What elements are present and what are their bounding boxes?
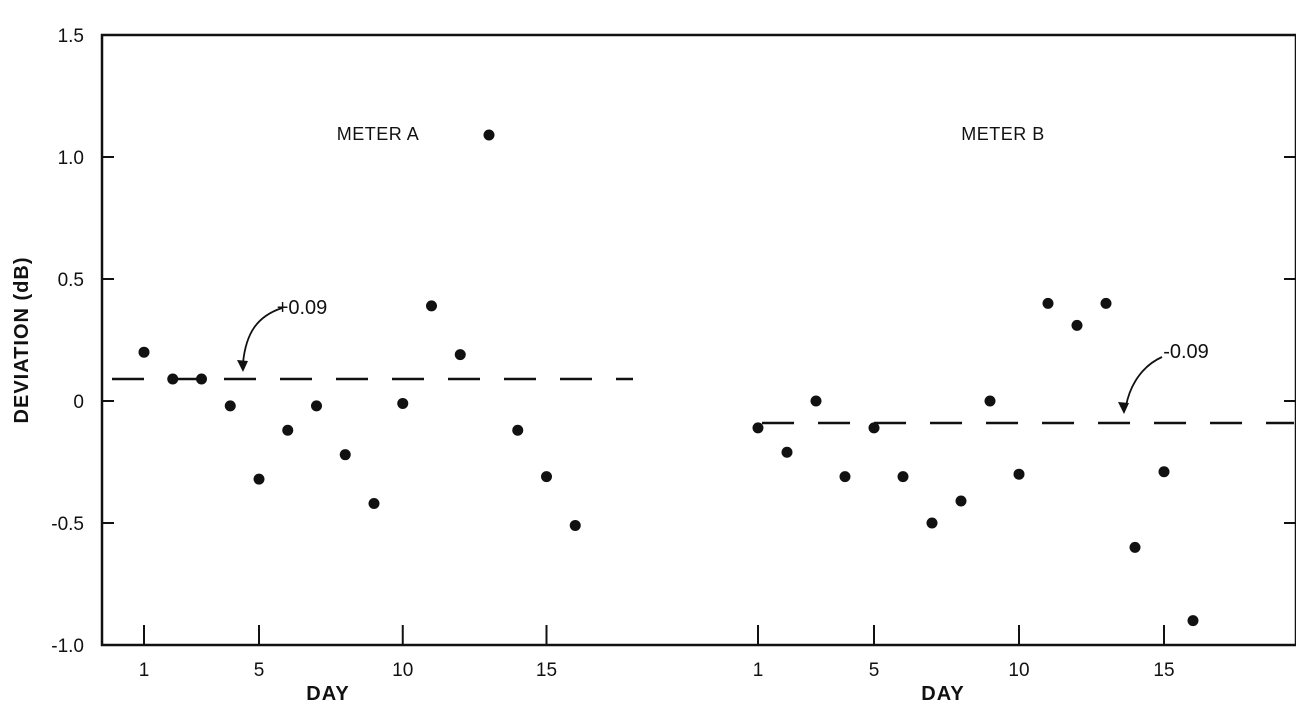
data-point [810,395,822,407]
y-tick-label: 0 [73,392,84,413]
data-point [483,129,495,141]
data-point [282,424,294,436]
data-point [339,449,351,461]
x-tick-label: 10 [392,660,413,681]
y-tick-label: 1.5 [58,26,84,47]
data-point [955,495,967,507]
plot-frame [100,33,1296,647]
data-point [868,422,880,434]
data-point [1100,297,1112,309]
x-tick-label: 10 [1008,660,1029,681]
x-axis-label: DAY [921,683,964,705]
mean-label: +0.09 [277,297,328,319]
data-point [454,349,466,361]
mean-arrow [1125,356,1163,407]
data-point [541,471,552,483]
meter-panels: METER A +0.09 METER B -0.09 [112,124,1294,627]
data-point [839,471,851,483]
panel-title: METER A [337,124,420,144]
data-point [1071,319,1083,331]
data-point [397,397,409,409]
data-point [897,471,909,483]
data-point [368,497,380,509]
x-tick-label: 15 [1153,660,1174,681]
x-axis-label: DAY [306,683,349,705]
y-tick-label: -0.5 [51,514,84,535]
panel-title: METER B [961,124,1045,144]
arrowhead [1118,402,1129,414]
data-point [752,422,764,434]
data-point [426,300,437,312]
data-point [512,424,524,436]
y-tick-label: 1.0 [58,148,84,169]
data-point [984,395,996,407]
data-point [781,446,793,458]
data-point [196,373,207,385]
x-tick-label: 1 [753,660,764,681]
data-point [1013,468,1025,480]
mean-arrow [242,307,283,364]
x-tick-label: 1 [139,660,150,681]
mean-label: -0.09 [1163,341,1209,363]
arrowhead [237,360,248,372]
data-point [138,346,150,358]
data-point [1129,541,1141,553]
data-point [311,400,322,412]
panel-meter-b: METER B -0.09 [752,124,1294,627]
data-point [569,519,581,531]
y-axis: 1.5 1.0 0.5 0 -0.5 -1.0 [51,26,1296,657]
data-point [1187,615,1199,627]
panel-meter-a: METER A +0.09 [112,124,633,531]
data-point [224,400,236,412]
data-point [1158,466,1170,478]
x-tick-label: 5 [254,660,265,681]
data-point [1042,297,1054,309]
data-point [926,517,938,529]
x-tick-label: 15 [536,660,557,681]
y-axis-label: DEVIATION (dB) [11,257,33,424]
x-tick-label: 5 [869,660,880,681]
data-point [167,373,179,385]
y-tick-label: 0.5 [58,270,84,291]
y-tick-label: -1.0 [51,636,84,657]
data-point [253,473,265,485]
